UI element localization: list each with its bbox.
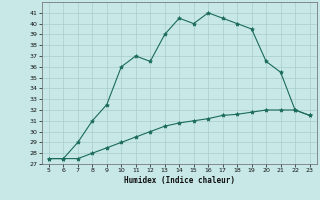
X-axis label: Humidex (Indice chaleur): Humidex (Indice chaleur) <box>124 176 235 185</box>
